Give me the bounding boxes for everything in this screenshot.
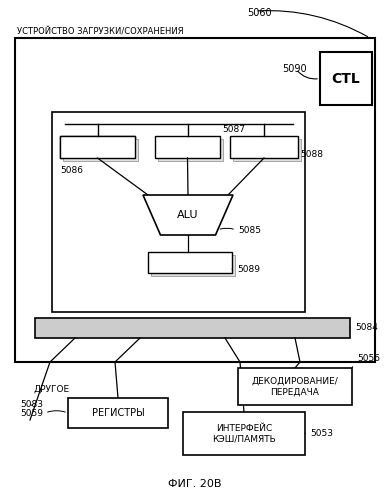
- Text: 5084: 5084: [355, 323, 378, 332]
- Text: 5085: 5085: [238, 226, 261, 235]
- Text: ИНТЕРФЕЙС
КЭШ/ПАМЯТЬ: ИНТЕРФЕЙС КЭШ/ПАМЯТЬ: [212, 424, 276, 443]
- Text: ДЕКОДИРОВАНИЕ/
ПЕРЕДАЧА: ДЕКОДИРОВАНИЕ/ ПЕРЕДАЧА: [252, 377, 338, 396]
- Text: 5088: 5088: [300, 150, 323, 159]
- Text: ALU: ALU: [177, 210, 199, 220]
- Bar: [15, 38, 375, 362]
- Text: РЕГИСТРЫ: РЕГИСТРЫ: [91, 408, 144, 418]
- Bar: [320, 52, 372, 105]
- Text: 5090: 5090: [282, 64, 307, 74]
- Bar: [60, 136, 135, 158]
- Bar: [148, 252, 232, 273]
- Text: 5060: 5060: [248, 8, 272, 18]
- Text: УСТРОЙСТВО ЗАГРУЗКИ/СОХРАНЕНИЯ: УСТРОЙСТВО ЗАГРУЗКИ/СОХРАНЕНИЯ: [17, 27, 184, 36]
- Bar: [63, 139, 138, 161]
- Text: 5056: 5056: [357, 354, 380, 363]
- Text: 5087: 5087: [222, 125, 245, 134]
- Text: 5089: 5089: [237, 264, 260, 273]
- Text: 5059: 5059: [20, 409, 43, 418]
- Bar: [68, 398, 168, 428]
- Bar: [158, 139, 223, 161]
- Bar: [60, 136, 135, 158]
- Text: 5053: 5053: [310, 429, 333, 438]
- Polygon shape: [143, 195, 233, 235]
- Text: 5083: 5083: [20, 400, 43, 409]
- Text: 5086: 5086: [60, 166, 83, 175]
- Bar: [155, 136, 220, 158]
- Bar: [35, 318, 350, 338]
- Bar: [151, 255, 235, 276]
- Bar: [238, 368, 352, 405]
- Text: CTL: CTL: [332, 71, 361, 85]
- Bar: [233, 139, 301, 161]
- Text: ДРУГОЕ: ДРУГОЕ: [33, 385, 69, 394]
- Bar: [183, 412, 305, 455]
- Text: ФИГ. 20В: ФИГ. 20В: [168, 479, 222, 489]
- Bar: [52, 112, 305, 312]
- Bar: [230, 136, 298, 158]
